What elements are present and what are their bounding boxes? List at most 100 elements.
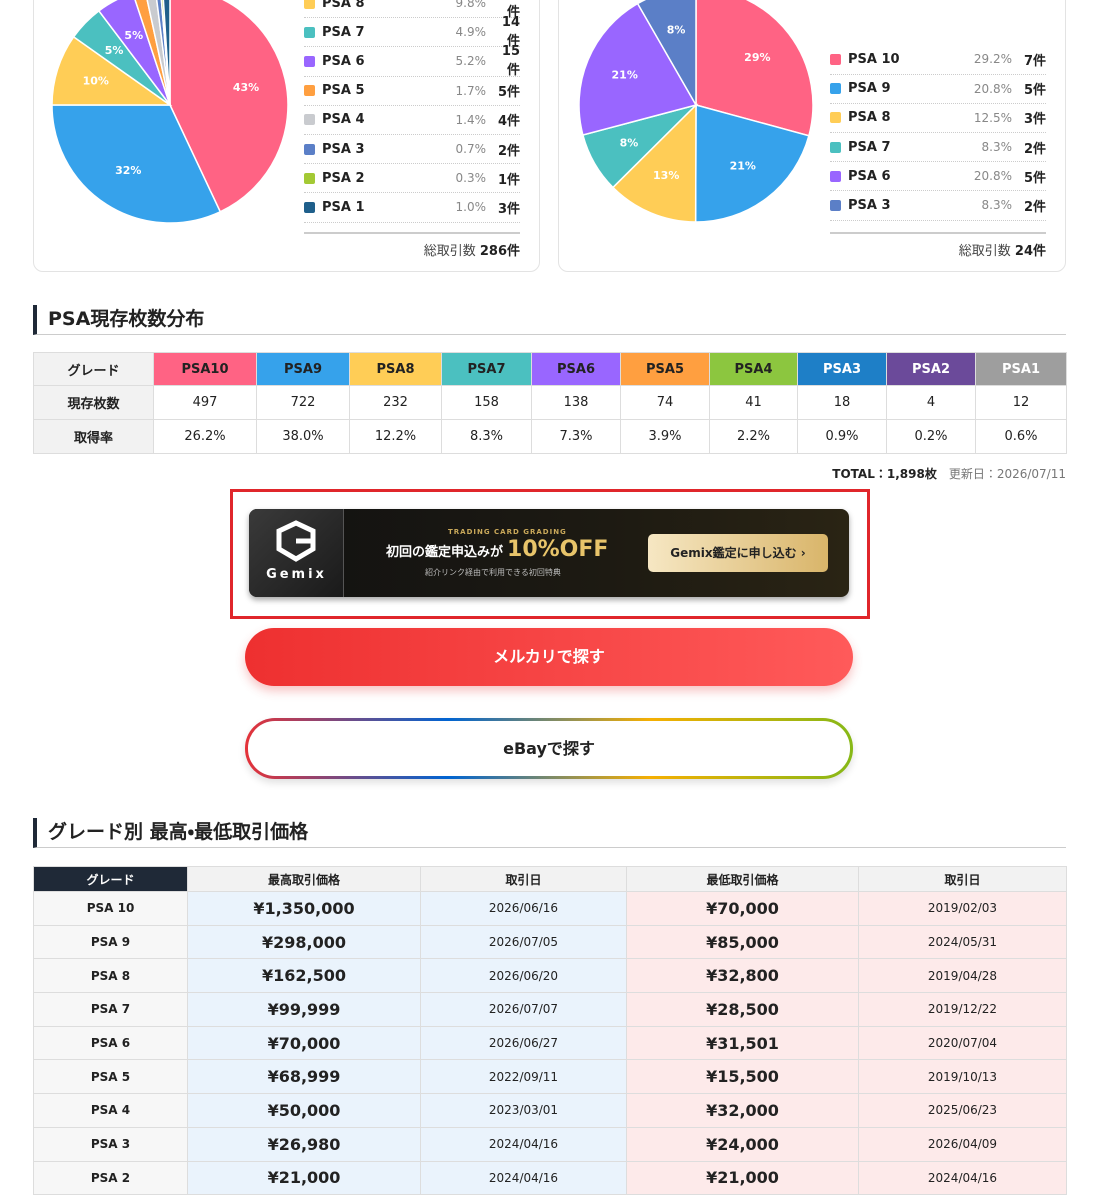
slice-label: 21% xyxy=(730,159,756,172)
legend-name: PSA 4 xyxy=(322,112,365,128)
table-cell: 38.0% xyxy=(256,419,350,454)
legend-percent: 20.8% xyxy=(973,81,1012,96)
table-cell: ¥26,980 xyxy=(187,1126,421,1162)
header-cell: PSA3 xyxy=(797,352,887,386)
slice-label: 43% xyxy=(233,81,259,94)
table-cell: 2024/04/16 xyxy=(420,1160,627,1196)
legend-count: 2件 xyxy=(1023,141,1046,157)
table-cell: ¥70,000 xyxy=(187,1025,421,1061)
pie-slice xyxy=(636,0,697,108)
legend-row: PSA 5 1.7% 5件 xyxy=(304,77,520,106)
legend-percent: 4.9% xyxy=(455,25,487,40)
table-cell: 74 xyxy=(620,385,710,420)
table-row: 取得率 26.2% 38.0% 12.2% 8.3% 7.3% 3.9% 2.2% 0.9% 0.… xyxy=(33,419,1067,454)
legend-name: PSA 6 xyxy=(848,168,891,184)
legend-swatch xyxy=(304,201,315,213)
table-row: 現存枚数 497 722 232 158 138 74 41 18 4 12 xyxy=(33,385,1067,420)
legend-row: PSA 9 20.8% 5件 xyxy=(830,75,1046,104)
legend-swatch xyxy=(830,112,841,124)
pie-slice xyxy=(695,0,814,137)
header-cell: PSA5 xyxy=(620,352,710,386)
legend-name: PSA 8 xyxy=(848,110,891,126)
header-cell: 最低取引価格 xyxy=(626,866,859,892)
mercari-button[interactable]: メルカリで探す xyxy=(245,628,853,686)
table-cell: ¥85,000 xyxy=(626,924,859,960)
population-footer: TOTAL：1,898枚 更新日：2026/07/11 xyxy=(832,465,1066,482)
banner-note: 紹介リンク経由で利用できる初回特典 xyxy=(425,568,561,577)
table-cell: 0.9% xyxy=(797,419,887,454)
table-cell: ¥162,500 xyxy=(187,958,421,994)
table-cell: 232 xyxy=(349,385,442,420)
price-table: グレード 最高取引価格 取引日 最低取引価格 取引日 PSA 10 ¥1,350,000 20… xyxy=(33,866,1067,1196)
table-cell: ¥32,000 xyxy=(626,1093,859,1128)
pie-slice xyxy=(162,0,171,106)
legend-percent: 29.2% xyxy=(973,52,1012,67)
legend-percent: 8.3% xyxy=(981,140,1013,155)
table-cell: 現存枚数 xyxy=(33,385,154,420)
legend-count: 2件 xyxy=(1023,199,1046,215)
legend-percent: 1.0% xyxy=(455,200,487,215)
legend-name: PSA 1 xyxy=(322,199,365,215)
slice-label: 21% xyxy=(612,68,638,81)
legend-count: 2件 xyxy=(497,143,520,159)
table-cell: 2024/05/31 xyxy=(858,924,1067,960)
legend-row: PSA 4 1.4% 4件 xyxy=(304,106,520,135)
table-cell: 2.2% xyxy=(709,419,798,454)
legend-count: 5件 xyxy=(497,85,520,101)
table-cell: 12.2% xyxy=(349,419,442,454)
legend-row: PSA 2 0.3% 1件 xyxy=(304,164,520,194)
legend-count: 4件 xyxy=(497,114,520,130)
legend-count: 3件 xyxy=(497,201,520,217)
legend-count: 14件 xyxy=(501,15,520,50)
header-cell: PSA6 xyxy=(531,352,621,386)
table-cell: ¥24,000 xyxy=(626,1126,859,1162)
legend-name: PSA 7 xyxy=(848,139,891,155)
table-cell: 158 xyxy=(441,385,532,420)
slice-label: 32% xyxy=(115,164,141,177)
legend-name: PSA 6 xyxy=(322,53,365,69)
gemix-banner[interactable]: Gemix TRADING CARD GRADING 初回の鑑定申込みが 10%… xyxy=(249,509,849,597)
legend-name: PSA 7 xyxy=(322,24,365,40)
table-cell: 2026/06/27 xyxy=(420,1025,627,1061)
legend-percent: 12.5% xyxy=(973,110,1012,125)
updated-date: 更新日：2026/07/11 xyxy=(948,467,1066,481)
pie-slice xyxy=(169,0,289,213)
table-cell: ¥1,350,000 xyxy=(187,891,421,926)
legend-swatch xyxy=(830,141,841,153)
table-cell: 138 xyxy=(531,385,621,420)
legend-swatch xyxy=(304,85,315,97)
table-cell: 12 xyxy=(975,385,1067,420)
slice-label: 5% xyxy=(124,29,143,42)
banner-headline-row: 初回の鑑定申込みが 10%OFF xyxy=(386,537,608,562)
pie-slice xyxy=(155,0,171,106)
table-cell: 41 xyxy=(709,385,798,420)
table-cell: 4 xyxy=(886,385,976,420)
banner-highlight: 10%OFF xyxy=(507,537,609,562)
legend-name: PSA 10 xyxy=(848,51,900,67)
banner-eyebrow: TRADING CARD GRADING xyxy=(448,528,567,536)
table-cell: 2020/07/04 xyxy=(858,1025,1067,1061)
header-cell: PSA4 xyxy=(709,352,798,386)
section-title: グレード別 最高・最低取引価格 xyxy=(33,818,1066,848)
legend-row: PSA 6 5.2% 15件 xyxy=(304,44,520,78)
header-cell: グレード xyxy=(33,352,154,386)
table-cell: PSA 4 xyxy=(33,1093,188,1128)
table-cell: PSA 2 xyxy=(33,1160,188,1196)
table-cell: 2026/07/05 xyxy=(420,924,627,960)
table-cell: ¥21,000 xyxy=(626,1160,859,1196)
legend-percent: 20.8% xyxy=(973,169,1012,184)
pie-charts: 43% 32% 10% 5%5% 29% 21% 13% 8% 21% 8% xyxy=(51,0,814,224)
table-cell: PSA 6 xyxy=(33,1025,188,1061)
table-cell: 取得率 xyxy=(33,419,154,454)
legend-name: PSA 2 xyxy=(322,170,365,186)
slice-label: 8% xyxy=(620,136,639,149)
table-cell: 0.2% xyxy=(886,419,976,454)
banner-button[interactable]: Gemix鑑定に申し込む › xyxy=(648,534,828,572)
total-label: 総取引数 xyxy=(423,244,476,259)
ebay-button[interactable]: eBayで探す xyxy=(245,718,853,779)
legend-percent: 8.3% xyxy=(981,198,1013,213)
slice-label: 10% xyxy=(83,74,109,87)
gemix-logo-text: Gemix xyxy=(266,567,327,582)
table-cell: ¥50,000 xyxy=(187,1093,421,1128)
